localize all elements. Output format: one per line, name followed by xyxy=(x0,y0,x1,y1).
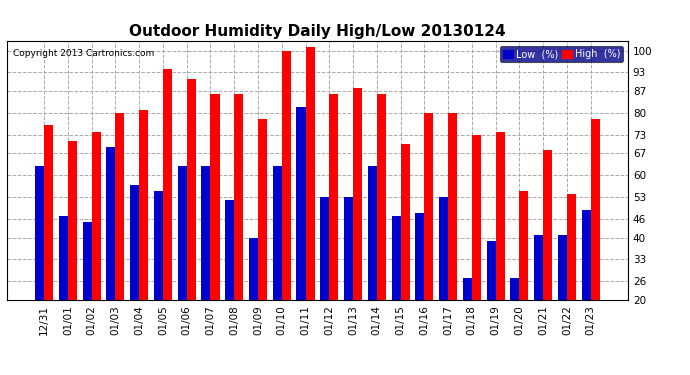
Bar xyxy=(567,194,576,300)
Bar xyxy=(511,278,520,300)
Bar xyxy=(558,234,567,300)
Bar xyxy=(320,197,329,300)
Bar xyxy=(59,216,68,300)
Bar xyxy=(115,113,124,300)
Bar xyxy=(273,166,282,300)
Bar xyxy=(83,222,92,300)
Text: Copyright 2013 Cartronics.com: Copyright 2013 Cartronics.com xyxy=(13,49,155,58)
Bar xyxy=(163,69,172,300)
Bar xyxy=(472,135,481,300)
Bar xyxy=(401,144,410,300)
Bar xyxy=(187,79,196,300)
Bar xyxy=(201,166,210,300)
Bar xyxy=(353,88,362,300)
Bar xyxy=(591,119,600,300)
Bar xyxy=(306,48,315,300)
Legend: Low  (%), High  (%): Low (%), High (%) xyxy=(500,46,623,62)
Bar xyxy=(495,132,504,300)
Bar xyxy=(130,184,139,300)
Bar xyxy=(329,94,338,300)
Bar xyxy=(344,197,353,300)
Bar xyxy=(210,94,219,300)
Bar xyxy=(486,241,495,300)
Bar xyxy=(92,132,101,300)
Bar xyxy=(297,107,306,300)
Bar xyxy=(520,191,529,300)
Bar xyxy=(391,216,401,300)
Bar xyxy=(258,119,267,300)
Bar xyxy=(225,200,234,300)
Bar xyxy=(463,278,472,300)
Bar xyxy=(154,191,163,300)
Bar xyxy=(106,147,115,300)
Bar xyxy=(377,94,386,300)
Bar xyxy=(44,125,53,300)
Bar xyxy=(448,113,457,300)
Bar xyxy=(439,197,448,300)
Title: Outdoor Humidity Daily High/Low 20130124: Outdoor Humidity Daily High/Low 20130124 xyxy=(129,24,506,39)
Bar xyxy=(582,210,591,300)
Bar xyxy=(234,94,244,300)
Bar xyxy=(543,150,552,300)
Bar xyxy=(178,166,187,300)
Bar xyxy=(368,166,377,300)
Bar xyxy=(282,51,290,300)
Bar xyxy=(534,234,543,300)
Bar xyxy=(139,110,148,300)
Bar xyxy=(249,238,258,300)
Bar xyxy=(415,213,424,300)
Bar xyxy=(68,141,77,300)
Bar xyxy=(35,166,44,300)
Bar xyxy=(424,113,433,300)
